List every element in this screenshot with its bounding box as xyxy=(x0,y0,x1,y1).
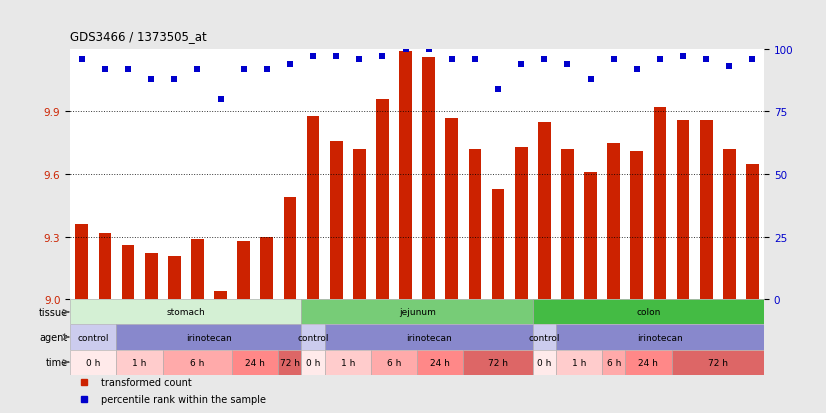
Bar xyxy=(70,350,116,375)
Text: percentile rank within the sample: percentile rank within the sample xyxy=(102,394,267,404)
Bar xyxy=(376,100,389,300)
Text: colon: colon xyxy=(636,308,661,317)
Bar xyxy=(556,325,764,350)
Bar xyxy=(468,150,482,300)
Text: 1 h: 1 h xyxy=(572,358,586,367)
Bar xyxy=(445,119,458,300)
Bar xyxy=(584,173,597,300)
Bar xyxy=(602,350,625,375)
Bar xyxy=(278,350,301,375)
Text: 0 h: 0 h xyxy=(537,358,552,367)
Text: control: control xyxy=(297,333,329,342)
Text: jejunum: jejunum xyxy=(399,308,435,317)
Bar xyxy=(214,291,227,300)
Bar xyxy=(672,350,764,375)
Text: 24 h: 24 h xyxy=(638,358,658,367)
Text: irinotecan: irinotecan xyxy=(406,333,452,342)
Bar xyxy=(163,350,232,375)
Bar xyxy=(168,256,181,300)
Bar xyxy=(533,300,764,325)
Bar xyxy=(556,350,602,375)
Bar xyxy=(116,350,163,375)
Text: control: control xyxy=(529,333,560,342)
Bar xyxy=(121,245,135,300)
Text: 1 h: 1 h xyxy=(340,358,355,367)
Bar xyxy=(353,150,366,300)
Text: irinotecan: irinotecan xyxy=(637,333,683,342)
Bar xyxy=(723,150,736,300)
Text: transformed count: transformed count xyxy=(102,377,192,387)
Text: 0 h: 0 h xyxy=(86,358,101,367)
Bar xyxy=(283,197,297,300)
Text: tissue: tissue xyxy=(39,307,68,317)
Text: 6 h: 6 h xyxy=(190,358,205,367)
Bar xyxy=(306,116,320,300)
Bar xyxy=(330,141,343,300)
Bar xyxy=(746,164,759,300)
Bar xyxy=(515,147,528,300)
Bar xyxy=(260,237,273,300)
Bar xyxy=(371,350,417,375)
Bar xyxy=(422,58,435,300)
Text: 24 h: 24 h xyxy=(430,358,450,367)
Bar xyxy=(301,350,325,375)
Bar xyxy=(145,254,158,300)
Bar xyxy=(533,325,556,350)
Bar xyxy=(98,233,112,300)
Bar xyxy=(533,350,556,375)
Bar xyxy=(417,350,463,375)
Text: agent: agent xyxy=(40,332,68,342)
Bar xyxy=(653,108,667,300)
Text: irinotecan: irinotecan xyxy=(186,333,232,342)
Bar xyxy=(491,189,505,300)
Bar xyxy=(399,52,412,300)
Bar xyxy=(325,325,533,350)
Text: 72 h: 72 h xyxy=(708,358,728,367)
Bar xyxy=(301,325,325,350)
Bar xyxy=(463,350,533,375)
Bar xyxy=(232,350,278,375)
Bar xyxy=(607,143,620,300)
Text: 24 h: 24 h xyxy=(245,358,265,367)
Bar xyxy=(301,300,533,325)
Bar xyxy=(325,350,371,375)
Bar xyxy=(630,152,643,300)
Bar xyxy=(116,325,301,350)
Bar xyxy=(191,239,204,300)
Text: 6 h: 6 h xyxy=(387,358,401,367)
Bar xyxy=(70,325,116,350)
Bar xyxy=(700,121,713,300)
Bar xyxy=(70,300,301,325)
Text: 72 h: 72 h xyxy=(488,358,508,367)
Text: GDS3466 / 1373505_at: GDS3466 / 1373505_at xyxy=(70,31,207,43)
Text: time: time xyxy=(45,357,68,367)
Bar xyxy=(625,350,672,375)
Bar xyxy=(561,150,574,300)
Text: 72 h: 72 h xyxy=(280,358,300,367)
Bar xyxy=(237,241,250,300)
Text: 6 h: 6 h xyxy=(606,358,621,367)
Text: 0 h: 0 h xyxy=(306,358,320,367)
Text: stomach: stomach xyxy=(167,308,205,317)
Text: control: control xyxy=(78,333,109,342)
Bar xyxy=(676,121,690,300)
Bar xyxy=(538,123,551,300)
Text: 1 h: 1 h xyxy=(132,358,147,367)
Bar xyxy=(75,225,88,300)
